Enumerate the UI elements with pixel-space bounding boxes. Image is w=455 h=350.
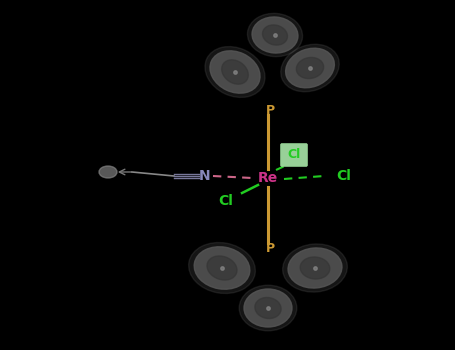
Ellipse shape: [194, 247, 250, 289]
Text: N: N: [199, 169, 211, 183]
Ellipse shape: [239, 285, 297, 331]
FancyBboxPatch shape: [280, 144, 308, 167]
Ellipse shape: [244, 289, 292, 327]
Ellipse shape: [283, 244, 347, 292]
Text: Re: Re: [258, 171, 278, 185]
Ellipse shape: [288, 248, 342, 288]
Ellipse shape: [207, 256, 237, 280]
Text: P: P: [265, 104, 274, 117]
Ellipse shape: [286, 48, 334, 88]
Ellipse shape: [296, 57, 324, 78]
Ellipse shape: [222, 60, 248, 84]
Ellipse shape: [248, 13, 303, 57]
Text: Cl: Cl: [337, 169, 351, 183]
Ellipse shape: [255, 298, 281, 318]
Ellipse shape: [189, 243, 255, 294]
Ellipse shape: [300, 257, 330, 279]
Ellipse shape: [99, 166, 117, 178]
Ellipse shape: [263, 25, 288, 45]
Ellipse shape: [281, 44, 339, 92]
Ellipse shape: [252, 17, 298, 53]
Text: Cl: Cl: [288, 148, 301, 161]
Text: Cl: Cl: [218, 194, 233, 208]
Text: P: P: [265, 241, 274, 254]
Ellipse shape: [205, 47, 265, 97]
Ellipse shape: [210, 51, 260, 93]
